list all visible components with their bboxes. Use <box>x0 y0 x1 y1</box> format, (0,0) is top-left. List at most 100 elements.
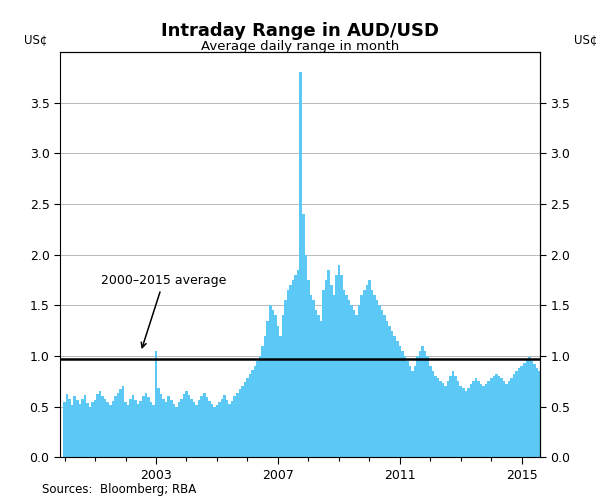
Bar <box>310 295 312 457</box>
Bar <box>226 400 229 457</box>
Bar <box>147 398 149 457</box>
Text: US¢: US¢ <box>574 33 597 46</box>
Bar <box>388 326 391 457</box>
Bar <box>200 397 203 457</box>
Bar <box>89 407 91 457</box>
Text: Sources:  Bloomberg; RBA: Sources: Bloomberg; RBA <box>42 483 196 496</box>
Bar <box>175 407 178 457</box>
Bar <box>297 270 299 457</box>
Bar <box>145 394 147 457</box>
Bar <box>490 378 493 457</box>
Bar <box>365 285 368 457</box>
Bar <box>109 405 112 457</box>
Bar <box>264 336 266 457</box>
Bar <box>241 386 244 457</box>
Bar <box>233 397 236 457</box>
Bar <box>442 383 444 457</box>
Text: Average daily range in month: Average daily range in month <box>201 40 399 53</box>
Bar <box>236 394 239 457</box>
Bar <box>104 399 106 457</box>
Bar <box>251 370 254 457</box>
Bar <box>556 381 559 457</box>
Bar <box>505 384 508 457</box>
Bar <box>307 280 310 457</box>
Bar <box>340 275 343 457</box>
Bar <box>355 316 358 457</box>
Bar <box>515 371 518 457</box>
Bar <box>546 376 548 457</box>
Bar <box>178 402 180 457</box>
Bar <box>472 381 475 457</box>
Bar <box>487 381 490 457</box>
Bar <box>68 399 71 457</box>
Bar <box>116 394 119 457</box>
Bar <box>71 405 73 457</box>
Bar <box>229 404 231 457</box>
Bar <box>586 392 589 457</box>
Bar <box>421 346 424 457</box>
Bar <box>180 399 182 457</box>
Bar <box>477 381 480 457</box>
Bar <box>378 305 381 457</box>
Bar <box>335 275 338 457</box>
Bar <box>277 326 279 457</box>
Bar <box>248 374 251 457</box>
Bar <box>596 392 599 457</box>
Bar <box>266 321 269 457</box>
Bar <box>165 402 167 457</box>
Bar <box>66 395 68 457</box>
Bar <box>322 290 325 457</box>
Bar <box>167 397 170 457</box>
Bar <box>218 402 221 457</box>
Bar <box>325 280 328 457</box>
Bar <box>246 378 248 457</box>
Bar <box>223 396 226 457</box>
Bar <box>574 378 577 457</box>
Bar <box>520 366 523 457</box>
Bar <box>83 396 86 457</box>
Bar <box>467 388 470 457</box>
Bar <box>414 366 416 457</box>
Bar <box>86 403 89 457</box>
Bar <box>437 378 439 457</box>
Bar <box>79 404 81 457</box>
Bar <box>571 381 574 457</box>
Bar <box>185 392 188 457</box>
Bar <box>127 405 130 457</box>
Bar <box>284 300 287 457</box>
Bar <box>106 402 109 457</box>
Bar <box>454 376 457 457</box>
Bar <box>299 73 302 457</box>
Bar <box>282 316 284 457</box>
Bar <box>548 373 551 457</box>
Bar <box>391 331 394 457</box>
Bar <box>330 285 332 457</box>
Bar <box>338 265 340 457</box>
Bar <box>569 384 571 457</box>
Bar <box>328 270 330 457</box>
Bar <box>589 394 592 457</box>
Bar <box>452 371 454 457</box>
Bar <box>381 311 383 457</box>
Bar <box>302 214 305 457</box>
Bar <box>594 388 596 457</box>
Bar <box>541 374 544 457</box>
Bar <box>526 360 528 457</box>
Bar <box>533 364 536 457</box>
Bar <box>449 376 452 457</box>
Bar <box>221 399 223 457</box>
Bar <box>383 316 386 457</box>
Bar <box>196 405 198 457</box>
Bar <box>215 405 218 457</box>
Bar <box>497 376 500 457</box>
Bar <box>530 361 533 457</box>
Bar <box>287 290 289 457</box>
Bar <box>457 381 460 457</box>
Bar <box>581 386 584 457</box>
Bar <box>513 374 515 457</box>
Bar <box>122 386 124 457</box>
Bar <box>401 351 404 457</box>
Bar <box>373 295 376 457</box>
Bar <box>343 290 345 457</box>
Bar <box>142 397 145 457</box>
